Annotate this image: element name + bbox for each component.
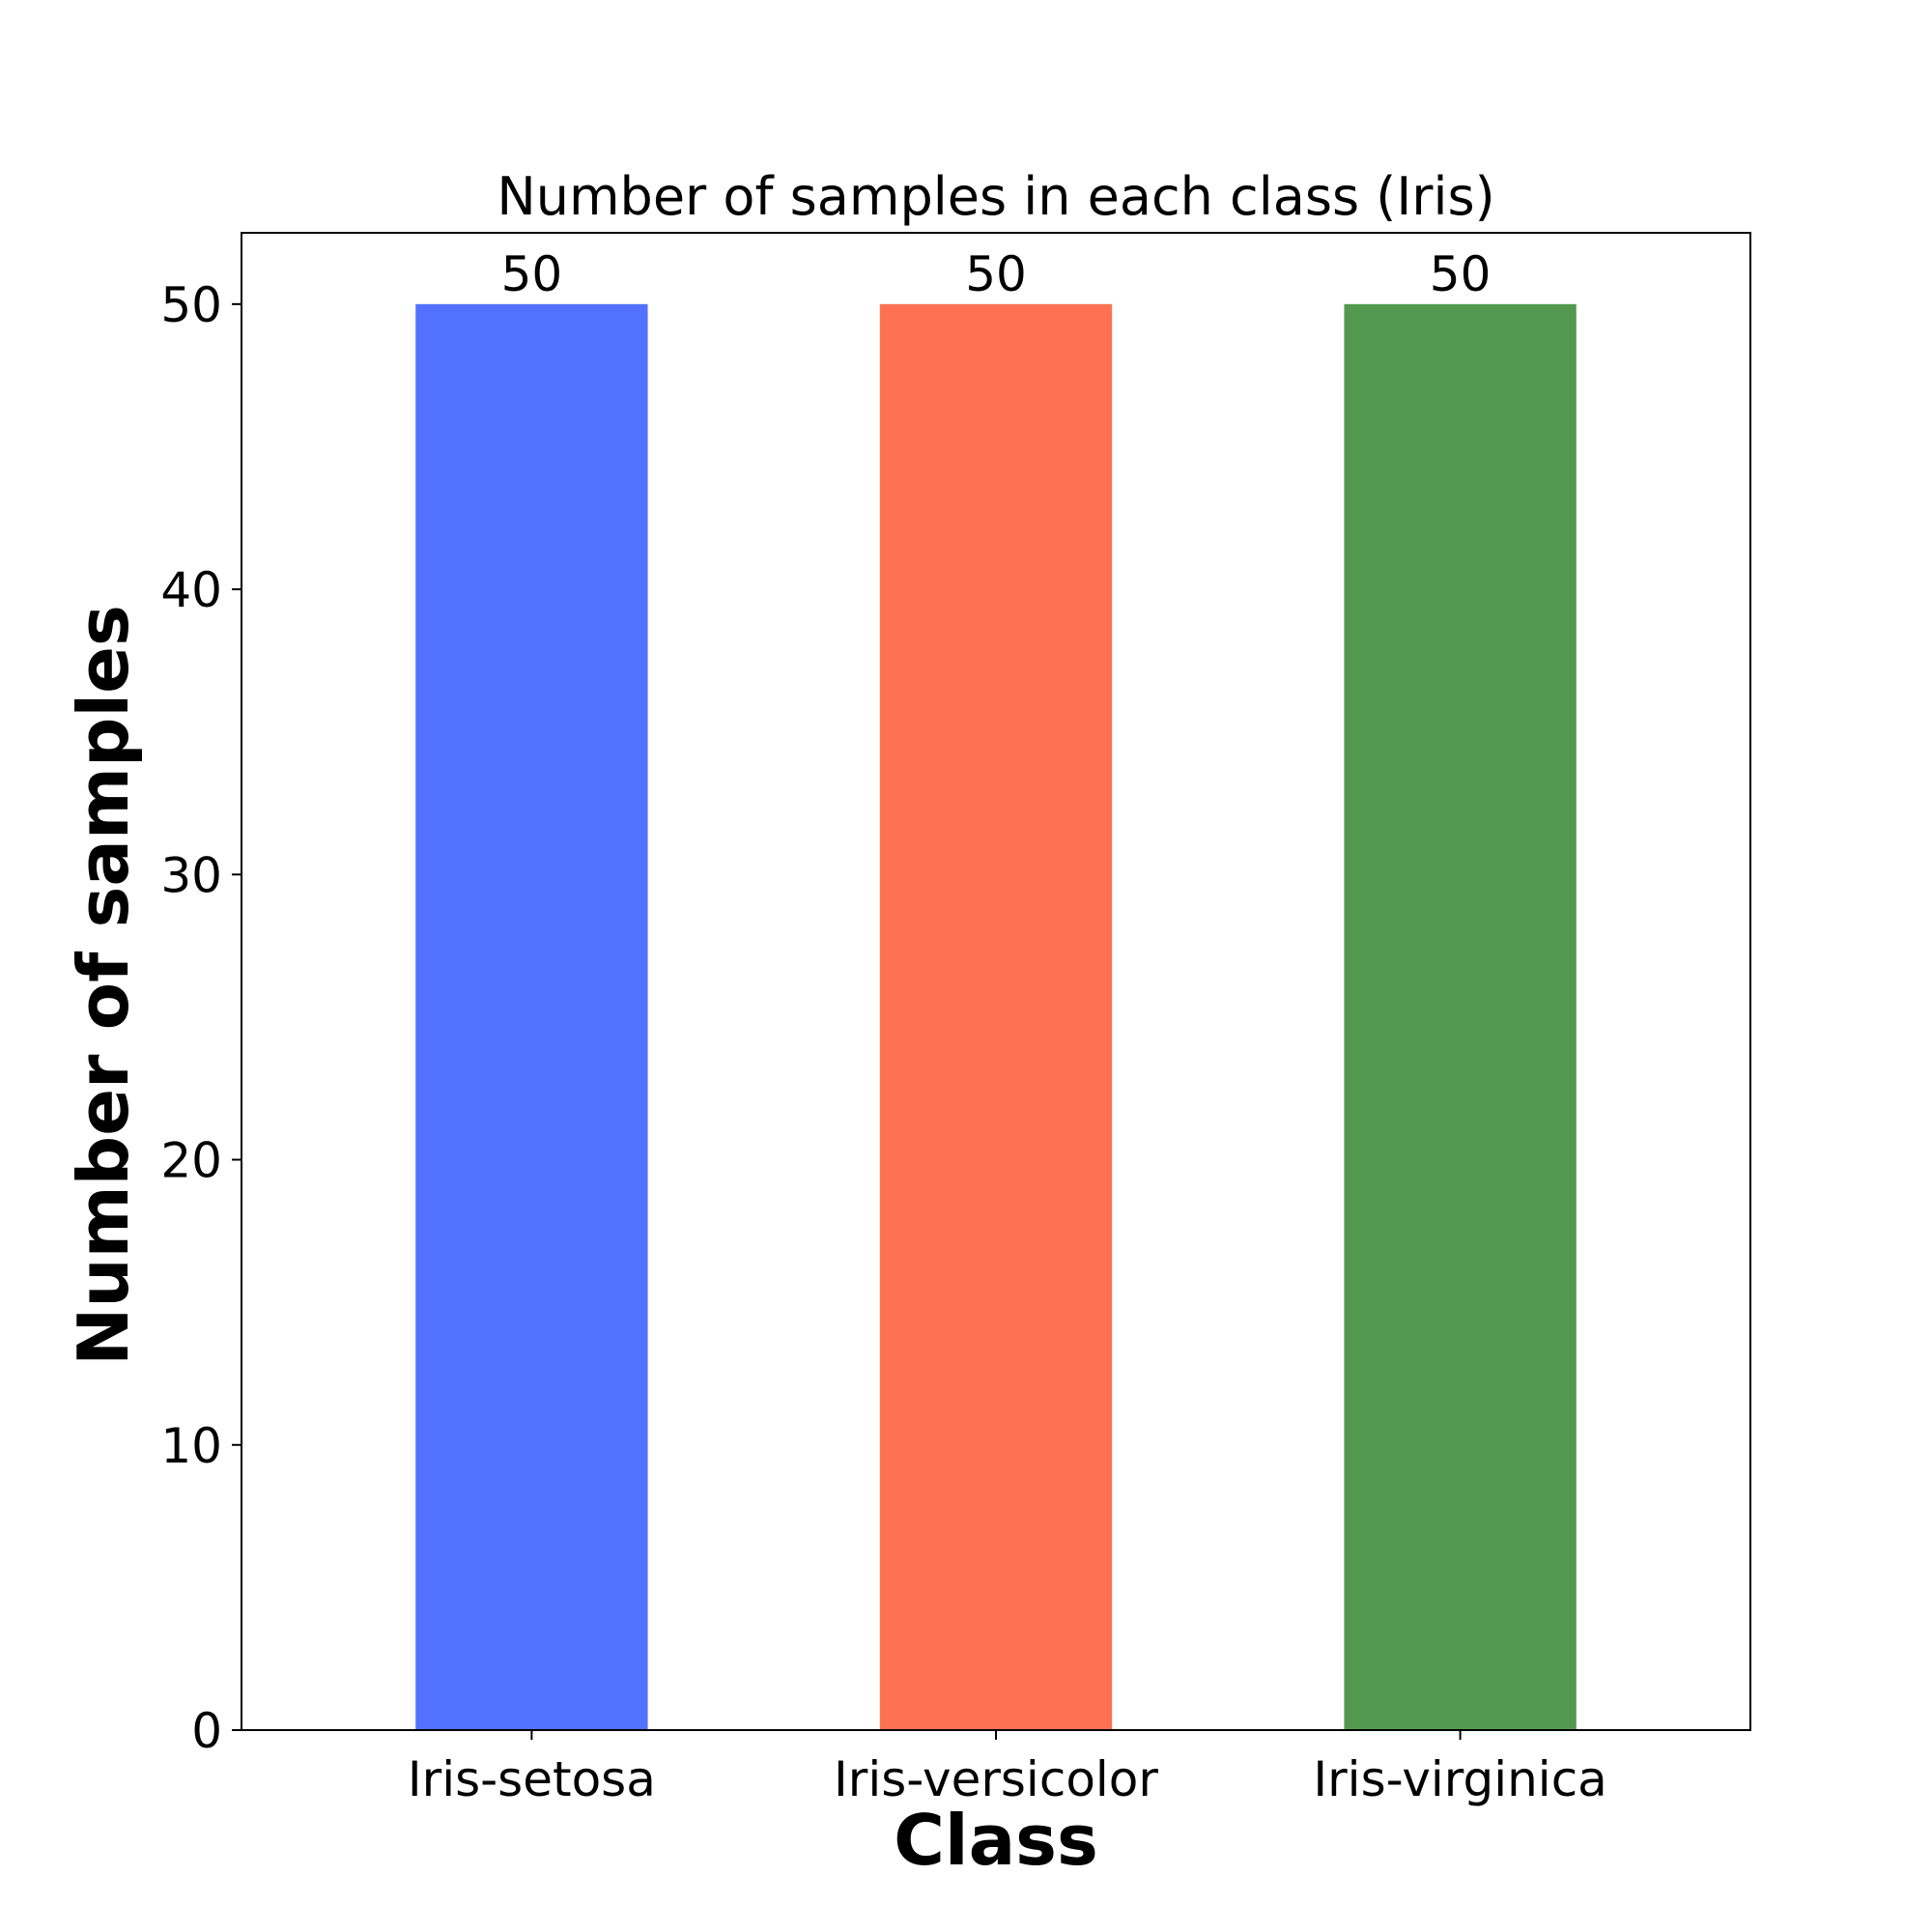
bar-value-label: 50 — [501, 246, 563, 302]
y-axis: 0 10 20 30 40 50 — [160, 277, 242, 1759]
chart-title: Number of samples in each class (Iris) — [497, 166, 1494, 227]
bar-iris-versicolor — [879, 303, 1113, 1730]
x-tick-label: Iris-setosa — [408, 1751, 656, 1807]
y-tick-label: 10 — [160, 1418, 222, 1474]
y-tick-label: 40 — [160, 562, 222, 618]
bar-value-label: 50 — [965, 246, 1027, 302]
x-tick-label: Iris-versicolor — [834, 1751, 1158, 1807]
bar-value-label: 50 — [1430, 246, 1492, 302]
y-tick-label: 50 — [160, 277, 222, 333]
y-tick-label: 20 — [160, 1133, 222, 1189]
y-axis-label: Number of samples — [63, 605, 144, 1366]
bar-iris-setosa — [415, 303, 648, 1730]
x-tick-label: Iris-virginica — [1313, 1751, 1606, 1807]
y-tick-label: 0 — [191, 1703, 222, 1759]
bars-group: 50 50 50 — [415, 246, 1577, 1730]
x-axis-label: Class — [894, 1800, 1098, 1881]
plot-frame — [241, 232, 1751, 1731]
y-tick-label: 30 — [160, 847, 222, 903]
bar-iris-virginica — [1344, 303, 1577, 1730]
x-axis: Iris-setosa Iris-versicolor Iris-virginica — [408, 1730, 1607, 1807]
